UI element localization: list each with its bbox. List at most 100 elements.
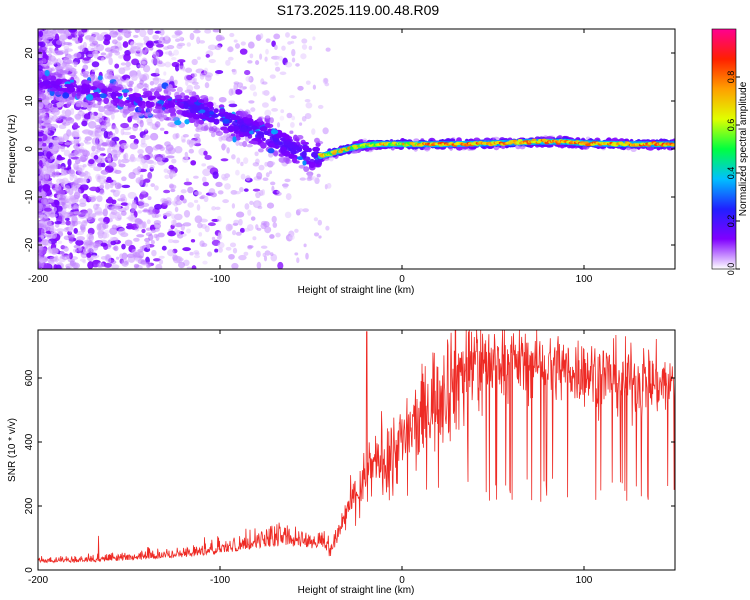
spectrogram-cell — [75, 139, 79, 143]
spectrogram-cell — [182, 198, 187, 204]
spectrogram-cell — [164, 61, 172, 68]
spectrogram-cell — [124, 239, 133, 247]
spectrogram-cell — [56, 194, 61, 199]
spectrogram-cell — [301, 38, 308, 44]
spectrogram-cell — [74, 30, 80, 39]
spectrogram-cell — [171, 213, 176, 220]
spectrogram-cell — [139, 127, 143, 132]
spectrogram-cell — [314, 137, 320, 144]
spectrogram-cell — [62, 122, 71, 126]
spectrogram-cell — [301, 141, 309, 145]
spectrogram-cell — [162, 114, 168, 119]
spectrogram-cell — [154, 105, 163, 110]
spectrogram-cell — [191, 81, 199, 85]
spectrogram-cell — [163, 46, 170, 50]
spectrogram-cell — [112, 109, 120, 113]
spectrogram-cell — [80, 178, 87, 185]
spectrogram-cell — [192, 114, 201, 120]
spectrogram-cell — [189, 96, 198, 103]
spectrogram-cell — [117, 35, 123, 41]
spectrogram-cell — [90, 73, 96, 81]
spectrogram-cell — [225, 136, 233, 142]
spectrogram-cell — [302, 145, 309, 150]
spectrogram-cell — [216, 215, 222, 223]
spectrogram-cell — [177, 261, 186, 269]
spectrogram-cell — [45, 85, 52, 89]
spectrogram-cell — [323, 78, 328, 83]
spectrogram-cell — [207, 117, 215, 123]
spectrogram-cell — [269, 234, 275, 239]
spectrogram-cell — [280, 109, 285, 114]
spectrogram-cell — [53, 136, 61, 141]
spectrogram-cell — [229, 32, 235, 38]
spectrogram-cell — [318, 235, 322, 239]
spectrogram-cell — [119, 101, 127, 105]
spectrogram-cell — [39, 202, 43, 209]
spectrogram-cell — [107, 239, 113, 248]
spectrogram-cell — [255, 250, 261, 258]
spectrogram-cell — [141, 190, 147, 195]
spectrogram-cell — [289, 154, 295, 159]
spectrogram-cell — [124, 204, 130, 211]
spectrogram-cell — [147, 172, 153, 180]
spectrogram-cell — [146, 219, 151, 225]
spectrogram-cell — [111, 39, 118, 45]
spectrogram-cell — [150, 240, 155, 245]
spectrogram-cell — [172, 239, 180, 244]
spectrogram-cell — [272, 138, 279, 143]
spectrogram-cell — [517, 139, 523, 142]
spectrogram-cell — [67, 158, 72, 167]
spectrogram-cell — [68, 119, 75, 124]
spectrogram-cell — [255, 201, 259, 209]
spectrogram-cell — [626, 146, 631, 151]
spectrogram-cell — [207, 96, 214, 100]
spectrogram-cell — [274, 145, 280, 149]
spectrogram-cell — [41, 46, 48, 50]
spectrogram-cell — [132, 115, 140, 121]
spectrogram-cell — [149, 81, 155, 86]
spectrogram-cell — [38, 60, 44, 64]
spectrogram-cell — [218, 36, 226, 41]
spectrogram-cell — [63, 169, 70, 175]
spectrogram-cell — [240, 41, 246, 46]
spectrogram-cell — [93, 155, 99, 160]
spectrogram-cell — [264, 56, 268, 62]
spectrogram-cell — [157, 99, 165, 105]
spectrogram-cell — [252, 236, 257, 241]
spectrogram-cell — [174, 228, 178, 234]
spectrogram-cell — [154, 121, 161, 128]
spectrogram-cell — [138, 177, 144, 186]
spectrogram-cell — [92, 115, 98, 120]
spectrogram-cell — [262, 177, 269, 181]
spectrogram-cell — [152, 51, 160, 58]
spectrogram-cell — [140, 174, 144, 178]
spectrogram-cell — [49, 164, 56, 169]
spectrogram-cell — [294, 228, 299, 233]
spectrogram-cell — [249, 200, 254, 206]
spectrogram-cell — [155, 263, 163, 269]
spectrogram-cell — [155, 68, 160, 75]
spectrogram-cell — [53, 108, 60, 112]
spectrogram-cell — [157, 96, 162, 100]
spectrogram-cell — [90, 248, 97, 253]
spectrogram-cell — [44, 130, 51, 134]
spectrogram-cell — [79, 211, 88, 216]
spectrogram-cell — [76, 91, 82, 97]
spectrogram-cell — [236, 157, 241, 164]
spectrogram-cell — [163, 189, 171, 194]
spectrogram-cell — [74, 144, 79, 150]
spectrogram-cell — [210, 192, 217, 198]
spectrogram-cell — [169, 172, 177, 177]
spectrogram-cell — [102, 232, 110, 239]
spectrogram-cell — [259, 33, 264, 39]
spectrogram-cell — [163, 200, 170, 205]
spectrogram-cell — [240, 161, 244, 167]
spectrogram-cell — [232, 247, 238, 254]
spectrogram-cell — [193, 191, 203, 196]
spectrogram-cell — [291, 115, 296, 121]
spectrogram-cell — [221, 173, 227, 180]
spectrogram-cell — [183, 181, 193, 186]
spectrogram-cell — [269, 117, 274, 124]
spectrogram-cell — [296, 135, 304, 140]
spectrogram-cell — [51, 115, 59, 122]
